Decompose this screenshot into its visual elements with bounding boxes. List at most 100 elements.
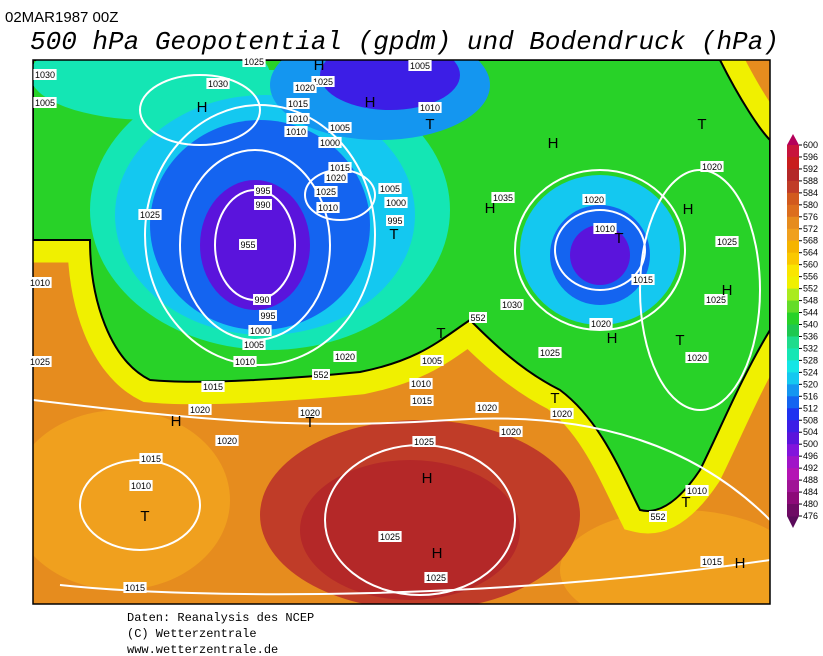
isobar-label: 1020 [477,403,497,413]
isobar-label: 1010 [411,379,431,389]
isobar-label-box [188,404,212,415]
colorbar-label: 512 [803,403,818,413]
colorbar-bin [787,216,799,230]
pressure-center: H [365,94,376,111]
isobar-label: 1020 [295,83,315,93]
isobar-label-box [593,223,617,234]
isobar-label-box [254,185,272,196]
isobar-label: 1010 [318,203,338,213]
isobar-label: 990 [254,295,269,305]
colorbar-bin [787,348,799,361]
colorbar-label: 560 [803,260,818,270]
isobar-label-box [499,426,523,437]
colorbar-label: 536 [803,331,818,341]
colorbar-bin [787,312,799,326]
isobar-label: 1015 [633,275,653,285]
isobar-label: 1015 [125,583,145,593]
isobar-label: 1025 [30,357,50,367]
isobar-label-box [318,137,342,148]
pressure-center: T [305,414,314,431]
isobar-label: 1020 [335,352,355,362]
colorbar-bin [787,156,799,170]
isobar-label-box [314,186,338,197]
isobar-label-box [418,102,442,113]
isobar-label: 1005 [330,123,350,133]
colorbar-label: 492 [803,463,818,473]
pressure-center: T [675,332,684,349]
isobar-label-box [215,435,239,446]
isobar-label-box [631,274,655,285]
colorbar-bin [787,396,799,409]
colorbar-bin [787,192,799,206]
pressure-center: H [314,57,325,74]
isobar-label-box [386,215,404,226]
isobar-label-box [409,378,433,389]
isobar-label: 995 [260,311,275,321]
isobar-label: 1015 [203,382,223,392]
isobar-label: 1010 [420,103,440,113]
isobar-label-box [324,172,348,183]
isobar-label: 1025 [706,295,726,305]
footer-line: (C) Wetterzentrale [127,627,257,641]
isobar-label-box [284,126,308,137]
footer-line: www.wetterzentrale.de [127,643,278,656]
isobar-label: 1015 [288,99,308,109]
isobar-label: 1015 [412,396,432,406]
colorbar-label: 596 [803,152,818,162]
colorbar-label: 580 [803,200,818,210]
isobar-label-box [550,408,574,419]
pressure-center: H [548,135,559,152]
isobar-label: 1000 [250,326,270,336]
isobar-label-box [700,556,724,567]
colorbar-label: 520 [803,379,818,389]
isobar-label-box [286,113,310,124]
pressure-center: H [722,282,733,299]
colorbar-bin [787,324,799,337]
isobar-label: 1020 [552,409,572,419]
isobar-label-box [28,356,52,367]
isobar-label: 1020 [591,319,611,329]
isobar-label-box [715,236,739,247]
isobar-label: 1020 [702,162,722,172]
isobar-label: 1010 [595,224,615,234]
isobar-label-box [333,351,357,362]
isobar-label-box [138,209,162,220]
isobar-label: 1025 [140,210,160,220]
colorbar-bin [787,456,799,469]
isobar-label: 1025 [540,348,560,358]
isobar-label-box [259,310,277,321]
isobar-label-box [298,407,322,418]
colorbar-bin [787,468,799,481]
colorbar-label: 568 [803,236,818,246]
colorbar-bottom [787,516,799,528]
isobar-label-box [242,56,266,67]
colorbar-bin [787,252,799,266]
isobar-label: 1025 [380,532,400,542]
isobar-label-box [412,436,436,447]
isobar-label: 1005 [422,356,442,366]
colorbar-bin [787,288,799,302]
colorbar-label: 556 [803,272,818,282]
contour-label: 552 [470,313,485,323]
isobar-label: 1025 [717,237,737,247]
isobar-label-box [28,277,52,288]
pressure-center: H [432,545,443,562]
colorbar-label: 528 [803,355,818,365]
colorbar-label: 564 [803,248,818,258]
colorbar-top [787,134,799,145]
isobar-label: 1020 [687,353,707,363]
isobar-label: 1010 [30,278,50,288]
isobar-label: 990 [255,200,270,210]
isobar-label-box [378,183,402,194]
colorbar-label: 552 [803,284,818,294]
isobar-label: 1005 [380,184,400,194]
colorbar-bin [787,432,799,445]
colorbar-label: 504 [803,427,818,437]
colorbar-label: 508 [803,415,818,425]
isobar-label: 1025 [313,77,333,87]
colorbar-label: 532 [803,343,818,353]
pressure-center: H [485,200,496,217]
colorbar-bin [787,228,799,242]
contour-label-box [469,312,487,323]
isobar-label-box [685,352,709,363]
